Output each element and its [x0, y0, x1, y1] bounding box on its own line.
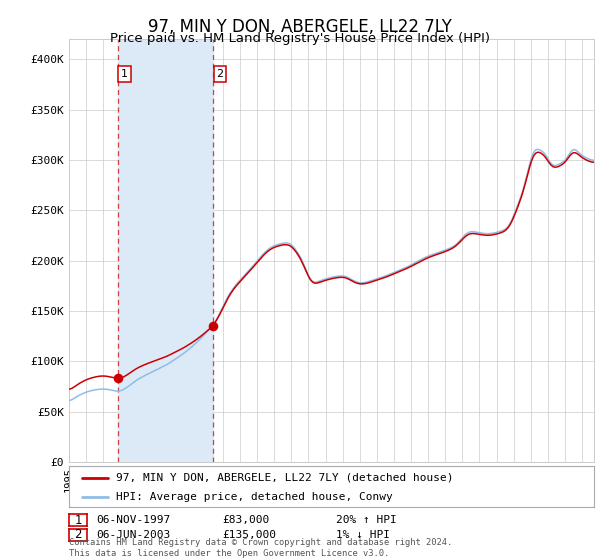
- Text: 1: 1: [74, 514, 82, 527]
- Text: 2: 2: [74, 528, 82, 542]
- Bar: [118, 39, 213, 462]
- Text: 97, MIN Y DON, ABERGELE, LL22 7LY (detached house): 97, MIN Y DON, ABERGELE, LL22 7LY (detac…: [116, 473, 454, 483]
- Point: [208, 321, 218, 330]
- Text: £135,000: £135,000: [222, 530, 276, 540]
- Text: 06-JUN-2003: 06-JUN-2003: [96, 530, 170, 540]
- Text: 1: 1: [121, 69, 128, 79]
- Text: Contains HM Land Registry data © Crown copyright and database right 2024.
This d: Contains HM Land Registry data © Crown c…: [69, 538, 452, 558]
- Text: 97, MIN Y DON, ABERGELE, LL22 7LY: 97, MIN Y DON, ABERGELE, LL22 7LY: [148, 18, 452, 36]
- Text: 1% ↓ HPI: 1% ↓ HPI: [336, 530, 390, 540]
- Text: HPI: Average price, detached house, Conwy: HPI: Average price, detached house, Conw…: [116, 492, 393, 502]
- Text: Price paid vs. HM Land Registry's House Price Index (HPI): Price paid vs. HM Land Registry's House …: [110, 32, 490, 45]
- Point: [113, 374, 122, 383]
- Text: £83,000: £83,000: [222, 515, 269, 525]
- Text: 20% ↑ HPI: 20% ↑ HPI: [336, 515, 397, 525]
- Text: 06-NOV-1997: 06-NOV-1997: [96, 515, 170, 525]
- Text: 2: 2: [217, 69, 224, 79]
